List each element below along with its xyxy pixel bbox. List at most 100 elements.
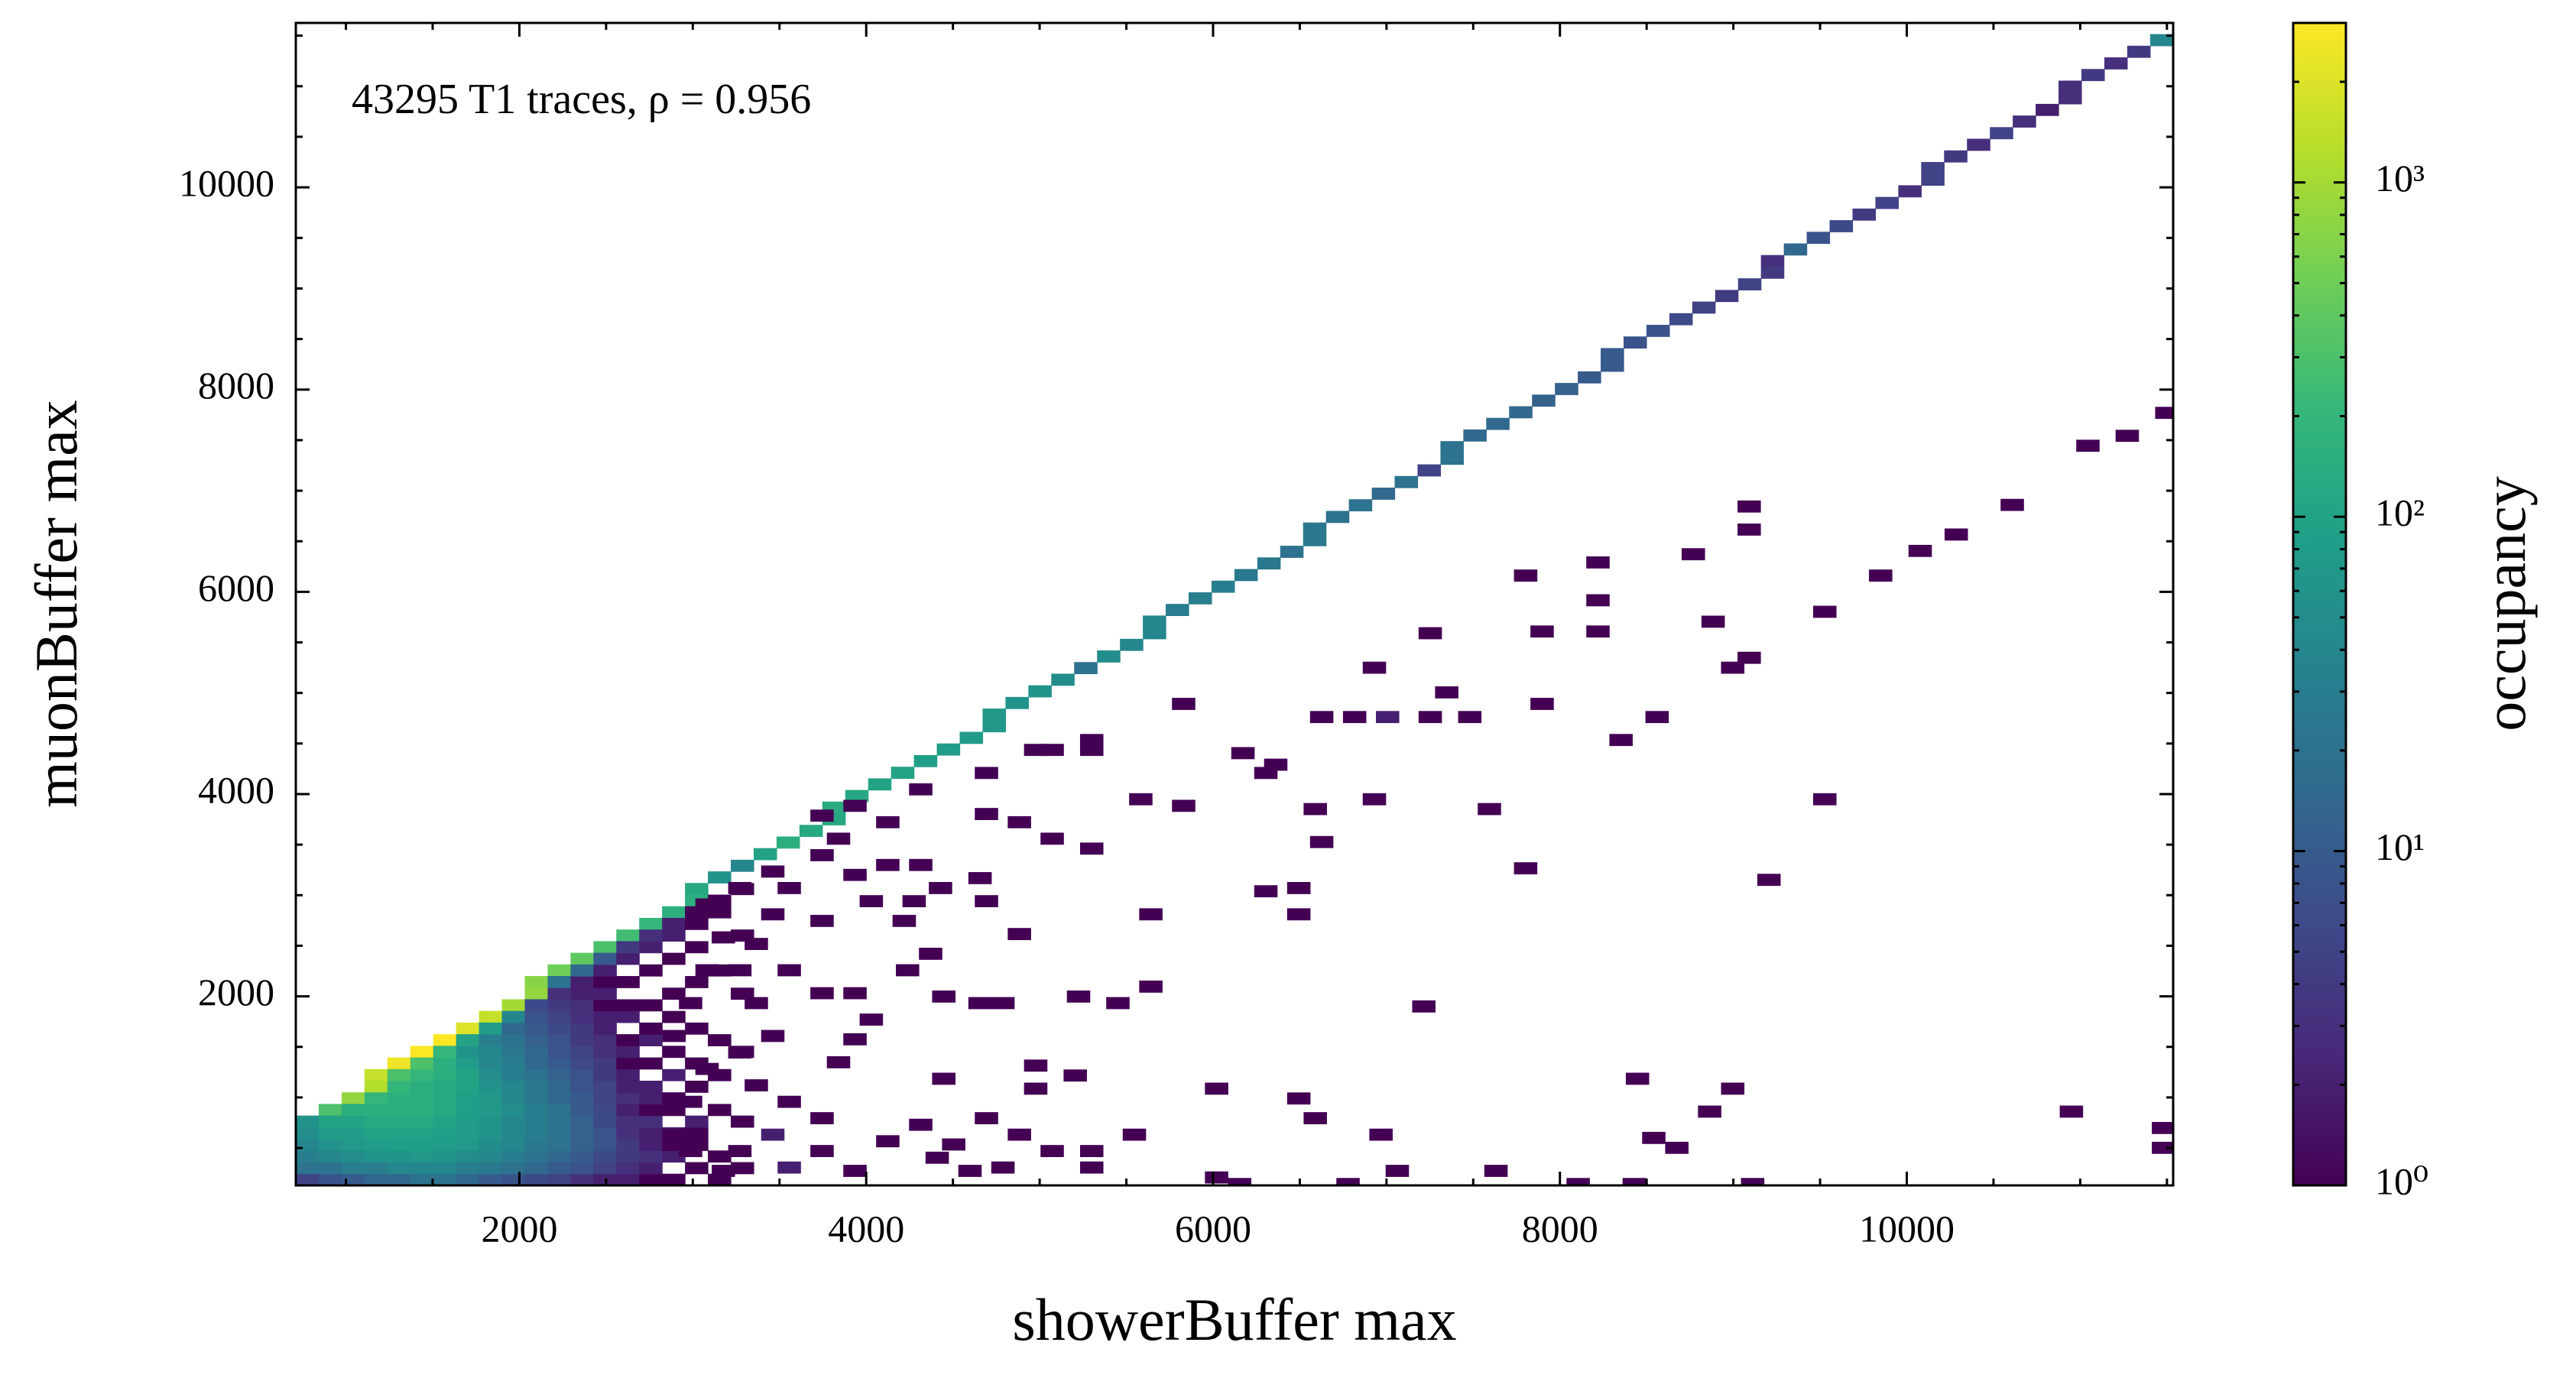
hist-cell: [1348, 499, 1373, 512]
hist-cell: [318, 1115, 342, 1128]
hist-cell: [433, 1139, 457, 1151]
hist-cell: [616, 1115, 640, 1128]
hist-cell: [1234, 569, 1258, 582]
hist-cell: [501, 1068, 526, 1081]
hist-cell: [479, 1127, 503, 1140]
hist-cell: [501, 1115, 526, 1128]
hist-cell: [1040, 832, 1064, 845]
hist-cell: [364, 1115, 388, 1128]
hist-cell: [2104, 57, 2128, 70]
hist-cell: [456, 1068, 480, 1081]
y-tick-label: 4000: [198, 768, 274, 811]
hist-cell: [1211, 580, 1235, 593]
hist-cell: [387, 1150, 411, 1163]
hist-cell: [524, 976, 549, 988]
hist-cell: [593, 1010, 617, 1023]
hist-cell: [1586, 556, 1610, 569]
hist-cell: [456, 1139, 480, 1151]
hist-cell: [616, 1034, 640, 1046]
hist-cell: [975, 1112, 998, 1124]
hist-cell: [728, 1145, 752, 1157]
hist-cell: [1143, 615, 1166, 628]
hist-cell: [296, 1115, 320, 1128]
hist-cell: [547, 964, 571, 977]
hist-cell: [1254, 885, 1278, 898]
hist-cell: [479, 1104, 503, 1117]
hist-cell: [570, 1057, 594, 1070]
hist-cell: [1646, 325, 1670, 337]
hist-cell: [1188, 592, 1212, 605]
hist-cell: [639, 1162, 663, 1175]
hist-cell: [745, 1079, 768, 1091]
hist-cell: [1074, 662, 1098, 675]
hist-cell: [1869, 569, 1893, 582]
hist-cell: [731, 987, 754, 1000]
hist-cell: [433, 1173, 457, 1185]
hist-cell: [1586, 625, 1610, 638]
hist-cell: [501, 1034, 526, 1046]
hist-cell: [547, 1162, 571, 1175]
hist-cell: [1829, 220, 1854, 232]
hist-cell: [1692, 301, 1716, 314]
hist-cell: [728, 1046, 752, 1059]
hist-cell: [1967, 138, 1990, 151]
hist-cell: [975, 895, 998, 908]
hist-cell: [364, 1162, 388, 1175]
hist-cell: [570, 964, 594, 977]
hist-cell: [524, 999, 549, 1012]
hist-cell: [639, 1104, 663, 1117]
hist-cell: [1513, 862, 1538, 875]
hist-cell: [685, 917, 709, 930]
hist-cell: [1741, 1178, 1765, 1185]
hist-cell: [810, 1145, 834, 1157]
hist-cell: [685, 941, 709, 954]
hist-cell: [570, 1127, 594, 1140]
hist-cell: [2059, 92, 2082, 105]
hist-cell: [1486, 417, 1510, 430]
hist-cell: [777, 964, 801, 977]
hist-cell: [341, 1104, 365, 1117]
hist-cell: [1806, 232, 1831, 245]
hist-cell: [410, 1173, 434, 1185]
hist-cell: [616, 976, 640, 988]
hist-cell: [662, 929, 686, 942]
hist-cell: [1478, 802, 1501, 815]
hist-cell: [745, 997, 768, 1010]
hist-cell: [410, 1092, 434, 1105]
hist-cell: [570, 987, 594, 1000]
hist-cell: [695, 898, 719, 911]
hist-cell: [761, 908, 785, 921]
hist-cell: [712, 1165, 735, 1177]
hist-cell: [1079, 842, 1104, 855]
hist-cell: [728, 882, 752, 894]
hist-cell: [1757, 874, 1781, 887]
hist-cell: [593, 976, 617, 988]
hist-cell: [1079, 744, 1104, 757]
hist-cell: [501, 1150, 526, 1163]
hist-cell: [929, 882, 952, 894]
hist-cell: [547, 1057, 571, 1070]
hist-cell: [616, 929, 640, 942]
hist-cell: [810, 1112, 834, 1124]
hist-cell: [410, 1127, 434, 1140]
hist-cell: [387, 1080, 411, 1093]
hist-cell: [1601, 348, 1624, 361]
hist-cell: [1921, 173, 1945, 186]
hist-cell: [959, 731, 984, 744]
hist-cell: [639, 917, 663, 930]
hist-cell: [593, 999, 617, 1012]
hist-cell: [1944, 528, 1968, 541]
hist-cell: [868, 778, 892, 791]
hist-cell: [479, 1115, 503, 1128]
hist-cell: [616, 1010, 640, 1023]
hist-cell: [433, 1115, 457, 1128]
hist-cell: [1566, 1178, 1590, 1185]
hist-cell: [433, 1127, 457, 1140]
hist-cell: [479, 1010, 503, 1023]
hist-cell: [1898, 185, 1922, 198]
hist-cell: [456, 1115, 480, 1128]
hist-cell: [662, 1068, 686, 1081]
hist-cell: [1257, 557, 1281, 570]
hist-cell: [1172, 698, 1196, 710]
hist-cell: [685, 976, 709, 988]
